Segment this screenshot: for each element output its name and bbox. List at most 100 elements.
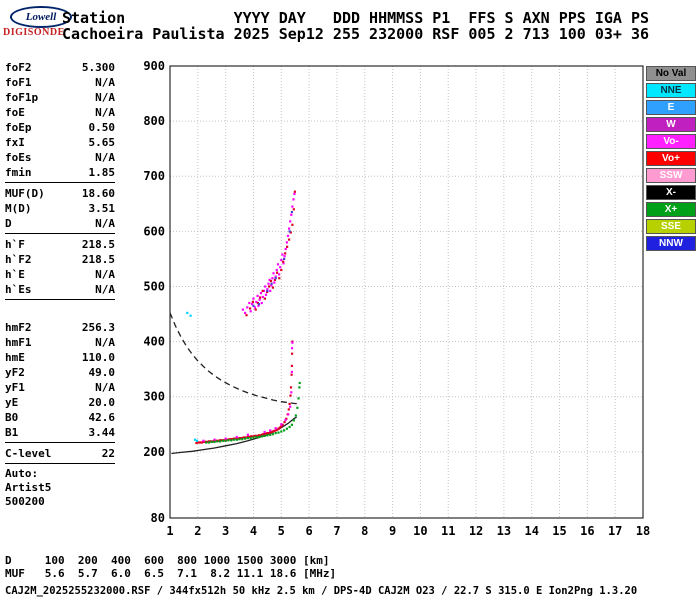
param-label: D bbox=[5, 217, 12, 230]
ionogram-svg: 1 2 3 4 5 6 7 8 9 10 11 12 13 14 15 16 17 188020030040050… bbox=[143, 59, 650, 538]
param-value: 42.6 bbox=[88, 411, 116, 424]
param-value: 20.0 bbox=[88, 396, 116, 409]
svg-text:14: 14 bbox=[524, 524, 538, 538]
legend-item: Vo+ bbox=[646, 151, 696, 166]
svg-text:80: 80 bbox=[151, 511, 165, 525]
svg-text:1: 1 bbox=[166, 524, 173, 538]
legend-item: W bbox=[646, 117, 696, 132]
param-value: 1.85 bbox=[88, 166, 116, 179]
svg-text:13: 13 bbox=[497, 524, 511, 538]
param-value: N/A bbox=[95, 106, 115, 119]
svg-text:800: 800 bbox=[143, 114, 165, 128]
param-value: N/A bbox=[95, 217, 115, 230]
param-row: M(D) 3.51 bbox=[5, 201, 115, 216]
param-row: foEp 0.50 bbox=[5, 120, 115, 135]
param-value: N/A bbox=[95, 268, 115, 281]
param-label: MUF(D) bbox=[5, 187, 45, 200]
param-row: h`F 218.5 bbox=[5, 237, 115, 252]
svg-text:600: 600 bbox=[143, 224, 165, 238]
svg-text:300: 300 bbox=[143, 390, 165, 404]
legend-item: NNW bbox=[646, 236, 696, 251]
param-row: foE N/A bbox=[5, 105, 115, 120]
param-row: yF2 49.0 bbox=[5, 365, 115, 380]
separator bbox=[5, 299, 115, 300]
svg-text:9: 9 bbox=[389, 524, 396, 538]
svg-text:18: 18 bbox=[636, 524, 650, 538]
param-label: hmE bbox=[5, 351, 25, 364]
svg-text:6: 6 bbox=[306, 524, 313, 538]
svg-text:2: 2 bbox=[194, 524, 201, 538]
svg-text:15: 15 bbox=[552, 524, 566, 538]
param-value: 5.65 bbox=[88, 136, 116, 149]
param-value: 218.5 bbox=[81, 253, 115, 266]
lowell-logo-oval: Lowell bbox=[10, 6, 72, 28]
separator bbox=[5, 442, 115, 443]
param-label: h`F bbox=[5, 238, 25, 251]
param-value: N/A bbox=[95, 283, 115, 296]
param-value: 49.0 bbox=[88, 366, 116, 379]
separator bbox=[5, 182, 115, 183]
series-true-height-profile bbox=[171, 416, 297, 455]
svg-text:5: 5 bbox=[278, 524, 285, 538]
param-label: hmF1 bbox=[5, 336, 32, 349]
param-value: 0.50 bbox=[88, 121, 116, 134]
footer-line: CAJ2M_2025255232000.RSF / 344fx512h 50 k… bbox=[5, 585, 638, 597]
param-row: hmF2 256.3 bbox=[5, 320, 115, 335]
param-value: N/A bbox=[95, 336, 115, 349]
legend-item: E bbox=[646, 100, 696, 115]
param-row: foF2 5.300 bbox=[5, 60, 115, 75]
param-label: h`F2 bbox=[5, 253, 32, 266]
legend-item: Vo- bbox=[646, 134, 696, 149]
param-label: foF2 bbox=[5, 61, 32, 74]
param-value: N/A bbox=[95, 91, 115, 104]
svg-text:12: 12 bbox=[469, 524, 483, 538]
param-row: h`F2 218.5 bbox=[5, 252, 115, 267]
axis-labels: 1 2 3 4 5 6 7 8 9 10 11 12 13 14 15 16 17 188020030040050… bbox=[143, 59, 650, 538]
series-outliers-cyan bbox=[186, 311, 199, 442]
param-row: yE 20.0 bbox=[5, 395, 115, 410]
svg-text:3: 3 bbox=[222, 524, 229, 538]
param-label: foF1p bbox=[5, 91, 39, 104]
param-value: N/A bbox=[95, 76, 115, 89]
svg-text:900: 900 bbox=[143, 59, 165, 73]
param-label: foF1 bbox=[5, 76, 32, 89]
param-value: N/A bbox=[95, 381, 115, 394]
param-label: foEs bbox=[5, 151, 32, 164]
station-header: Station YYYY DAY DDD HHMMSS P1 FFS S AXN… bbox=[62, 9, 649, 43]
param-row: foEs N/A bbox=[5, 150, 115, 165]
ionogram-plot: 1 2 3 4 5 6 7 8 9 10 11 12 13 14 15 16 17 18 80 200 300 400 50… bbox=[134, 58, 658, 548]
param-label: M(D) bbox=[5, 202, 32, 215]
param-row: C-level 22 bbox=[5, 446, 115, 461]
svg-text:7: 7 bbox=[333, 524, 340, 538]
param-row: fmin 1.85 bbox=[5, 165, 115, 180]
svg-text:17: 17 bbox=[608, 524, 622, 538]
series-f2-trace-magenta bbox=[202, 341, 294, 442]
param-value: 18.60 bbox=[81, 187, 115, 200]
param-value: 218.5 bbox=[81, 238, 115, 251]
param-value: 110.0 bbox=[81, 351, 115, 364]
param-row: hmF1 N/A bbox=[5, 335, 115, 350]
svg-text:200: 200 bbox=[143, 445, 165, 459]
param-value: 5.300 bbox=[81, 61, 115, 74]
param-row: foF1p N/A bbox=[5, 90, 115, 105]
param-label: h`Es bbox=[5, 283, 32, 296]
param-label: fmin bbox=[5, 166, 32, 179]
param-row: foF1 N/A bbox=[5, 75, 115, 90]
param-label: h`E bbox=[5, 268, 25, 281]
autoscaling-info-line: Auto: bbox=[5, 467, 39, 480]
param-label: B0 bbox=[5, 411, 19, 424]
param-row: B0 42.6 bbox=[5, 410, 115, 425]
muf-distance-table: D 100 200 400 600 800 1000 1500 3000 [km… bbox=[5, 554, 337, 580]
svg-text:700: 700 bbox=[143, 169, 165, 183]
series-spread-f-magenta bbox=[241, 192, 296, 314]
param-value: N/A bbox=[95, 151, 115, 164]
echo-color-legend: No Val NNE E W Vo- Vo+ SSW X- X+ SSE NNW bbox=[646, 66, 696, 253]
param-label: yE bbox=[5, 396, 19, 409]
grid bbox=[170, 66, 643, 518]
param-label: B1 bbox=[5, 426, 19, 439]
legend-item: NNE bbox=[646, 83, 696, 98]
param-value: 3.44 bbox=[88, 426, 116, 439]
param-label: C-level bbox=[5, 447, 52, 460]
separator bbox=[5, 233, 115, 234]
param-row: yF1 N/A bbox=[5, 380, 115, 395]
